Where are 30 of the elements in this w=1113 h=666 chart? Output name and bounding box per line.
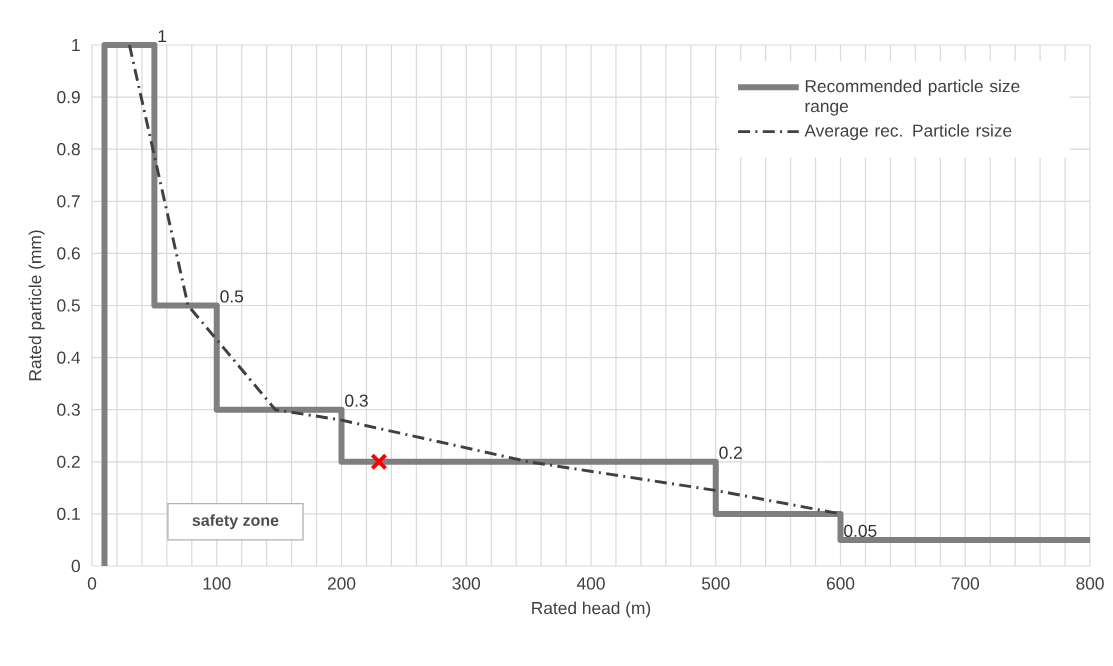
annotation: 0.2 xyxy=(719,446,742,459)
y-tick-label: 0.1 xyxy=(57,507,80,521)
x-tick-label: 700 xyxy=(951,577,980,590)
x-tick-label: 500 xyxy=(701,577,730,590)
y-tick-label: 0.6 xyxy=(57,247,80,260)
x-tick-label: 300 xyxy=(452,577,481,590)
y-tick-label: 0.3 xyxy=(57,403,80,416)
x-tick-label: 200 xyxy=(327,577,356,590)
y-tick-label: 0.2 xyxy=(57,455,80,468)
legend-label: Recommended particle size range xyxy=(805,79,1020,116)
y-tick-label: 1 xyxy=(72,39,80,51)
x-tick-label: 100 xyxy=(203,577,231,590)
annotation: 1 xyxy=(158,30,167,43)
annotation: 0.05 xyxy=(844,524,877,537)
x-tick-label: 400 xyxy=(576,577,605,590)
annotation: 0.5 xyxy=(220,290,244,303)
y-tick-label: 0 xyxy=(71,559,80,573)
y-tick-label: 0.4 xyxy=(57,351,81,364)
x-axis-title: Rated head (m) xyxy=(532,601,651,618)
y-tick-label: 0.7 xyxy=(57,195,80,208)
annotation: 0.3 xyxy=(345,394,368,407)
x-tick-label: 800 xyxy=(1076,577,1104,590)
x-tick-label: 0 xyxy=(87,577,97,590)
y-tick-label: 0.8 xyxy=(57,143,80,156)
y-tick-label: 0.5 xyxy=(57,299,80,312)
annotation: safety zone xyxy=(192,514,279,530)
y-axis-title: Rated particle (mm) xyxy=(28,230,45,381)
x-tick-label: 600 xyxy=(826,577,855,590)
legend-label: Average rec. Particle rsize xyxy=(804,124,1012,141)
y-tick-label: 0.9 xyxy=(57,90,80,104)
